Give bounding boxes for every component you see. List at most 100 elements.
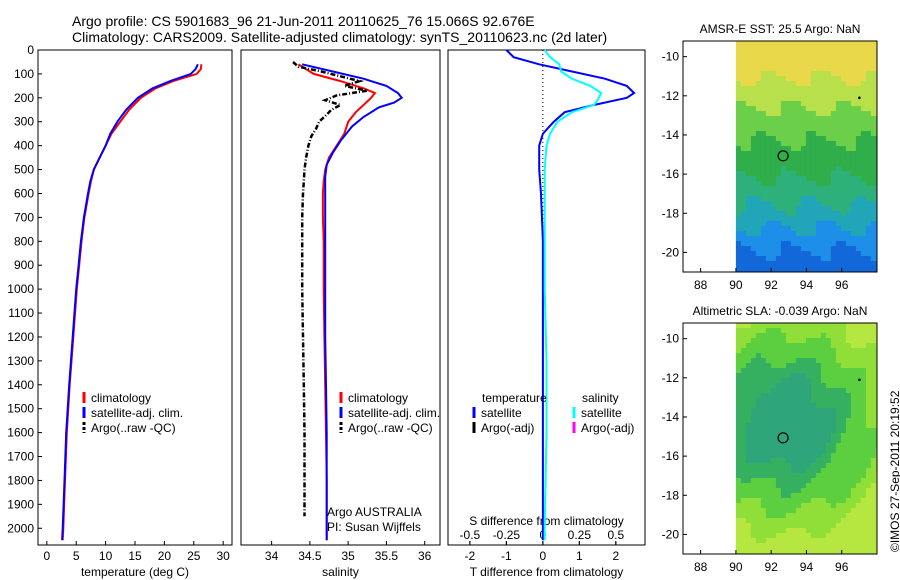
sla-heatmap-cell	[840, 538, 847, 544]
sst-heatmap-cell	[870, 196, 877, 202]
sst-heatmap-cell	[790, 161, 797, 167]
sla-heatmap-cell	[765, 478, 772, 484]
sla-heatmap-cell	[775, 548, 782, 554]
sst-heatmap-cell	[795, 91, 802, 97]
sla-heatmap-cell	[875, 458, 877, 464]
sla-heatmap-cell	[820, 393, 827, 399]
sst-heatmap-cell	[735, 266, 742, 272]
sla-heatmap-cell	[790, 468, 797, 474]
sla-heatmap-cell	[805, 403, 812, 409]
sst-heatmap-cell	[870, 61, 877, 67]
sla-heatmap-cell	[755, 408, 762, 414]
sla-heatmap-cell	[795, 538, 802, 544]
sst-heatmap-cell	[875, 56, 877, 62]
sla-heatmap-cell	[745, 443, 752, 449]
sst-heatmap-cell	[735, 196, 742, 202]
sla-heatmap-cell	[840, 408, 847, 414]
sla-heatmap-cell	[810, 498, 817, 504]
sst-heatmap-cell	[875, 156, 877, 162]
sst-heatmap-cell	[815, 156, 822, 162]
sst-heatmap-cell	[800, 216, 807, 222]
sst-heatmap-cell	[835, 211, 842, 217]
sla-heatmap-cell	[840, 378, 847, 384]
sst-heatmap-cell	[870, 256, 877, 262]
sla-heatmap-cell	[745, 463, 752, 469]
sst-heatmap-cell	[740, 221, 747, 227]
sla-heatmap-cell	[815, 383, 822, 389]
sla-heatmap-cell	[820, 468, 827, 474]
sst-heatmap-cell	[810, 41, 817, 47]
sla-heatmap-cell	[770, 498, 777, 504]
sla-heatmap-cell	[830, 503, 837, 509]
sst-heatmap-cell	[740, 256, 747, 262]
sla-heatmap-cell	[840, 418, 847, 424]
sst-heatmap-cell	[850, 246, 857, 252]
sla-heatmap-cell	[850, 398, 857, 404]
sst-heatmap-cell	[815, 81, 822, 87]
sst-heatmap-cell	[790, 101, 797, 107]
sla-heatmap-cell	[865, 383, 872, 389]
sst-heatmap-cell	[750, 56, 757, 62]
sla-heatmap-cell	[770, 463, 777, 469]
sla-heatmap-cell	[835, 443, 842, 449]
sst-heatmap-cell	[770, 241, 777, 247]
sla-heatmap-cell	[845, 408, 852, 414]
sst-heatmap-cell	[850, 256, 857, 262]
sla-heatmap-cell	[855, 513, 862, 519]
sst-heatmap-cell	[810, 116, 817, 122]
salinity-difference-satellite-line	[543, 49, 603, 541]
sla-heatmap-cell	[750, 468, 757, 474]
sst-heatmap-cell	[745, 226, 752, 232]
sst-heatmap-cell	[765, 46, 772, 52]
sla-heatmap-cell	[765, 508, 772, 514]
sst-heatmap-cell	[805, 111, 812, 117]
sst-heatmap-cell	[810, 231, 817, 237]
sst-heatmap-cell	[810, 176, 817, 182]
sla-heatmap-cell	[845, 508, 852, 514]
sst-heatmap-cell	[840, 66, 847, 72]
sst-heatmap-cell	[765, 51, 772, 57]
sst-heatmap-cell	[860, 161, 867, 167]
sst-heatmap-cell	[840, 146, 847, 152]
sla-heatmap-cell	[755, 358, 762, 364]
sla-heatmap-cell	[820, 478, 827, 484]
sla-heatmap-cell	[745, 413, 752, 419]
sla-heatmap-cell	[745, 543, 752, 549]
sst-heatmap-cell	[865, 196, 872, 202]
sla-heatmap-cell	[830, 383, 837, 389]
salinity-climatology-line	[297, 63, 377, 541]
sla-heatmap-cell	[850, 358, 857, 364]
sla-heatmap-cell	[760, 513, 767, 519]
sst-heatmap-cell	[825, 146, 832, 152]
sst-heatmap-cell	[740, 71, 747, 77]
sst-heatmap-cell	[745, 161, 752, 167]
sla-heatmap-cell	[750, 478, 757, 484]
salinity-panel-frame	[240, 49, 441, 546]
temperature-climatology-legend-label: climatology	[91, 391, 151, 405]
sla-heatmap-cell	[865, 343, 872, 349]
sla-heatmap-cell	[830, 403, 837, 409]
sla-heatmap-cell	[735, 328, 742, 334]
sst-heatmap-cell	[755, 66, 762, 72]
sla-heatmap-cell	[860, 363, 867, 369]
sla-heatmap-cell	[785, 458, 792, 464]
sla-heatmap-cell	[760, 528, 767, 534]
sst-heatmap-cell	[805, 166, 812, 172]
sla-heatmap-cell	[755, 528, 762, 534]
sla-heatmap-cell	[835, 393, 842, 399]
sst-heatmap-cell	[830, 186, 837, 192]
sst-heatmap-cell	[800, 111, 807, 117]
sla-heatmap-cell	[785, 408, 792, 414]
sla-heatmap-cell	[840, 413, 847, 419]
sst-heatmap-cell	[860, 141, 867, 147]
sla-heatmap-cell	[805, 413, 812, 419]
sla-heatmap-cell	[750, 433, 757, 439]
sla-heatmap-cell	[810, 523, 817, 529]
sst-heatmap-cell	[760, 206, 767, 212]
sst-heatmap-cell	[865, 181, 872, 187]
sst-heatmap-cell	[855, 86, 862, 92]
sst-heatmap-cell	[850, 121, 857, 127]
sst-heatmap-cell	[800, 171, 807, 177]
sst-heatmap-cell	[840, 201, 847, 207]
sst-heatmap-cell	[835, 156, 842, 162]
